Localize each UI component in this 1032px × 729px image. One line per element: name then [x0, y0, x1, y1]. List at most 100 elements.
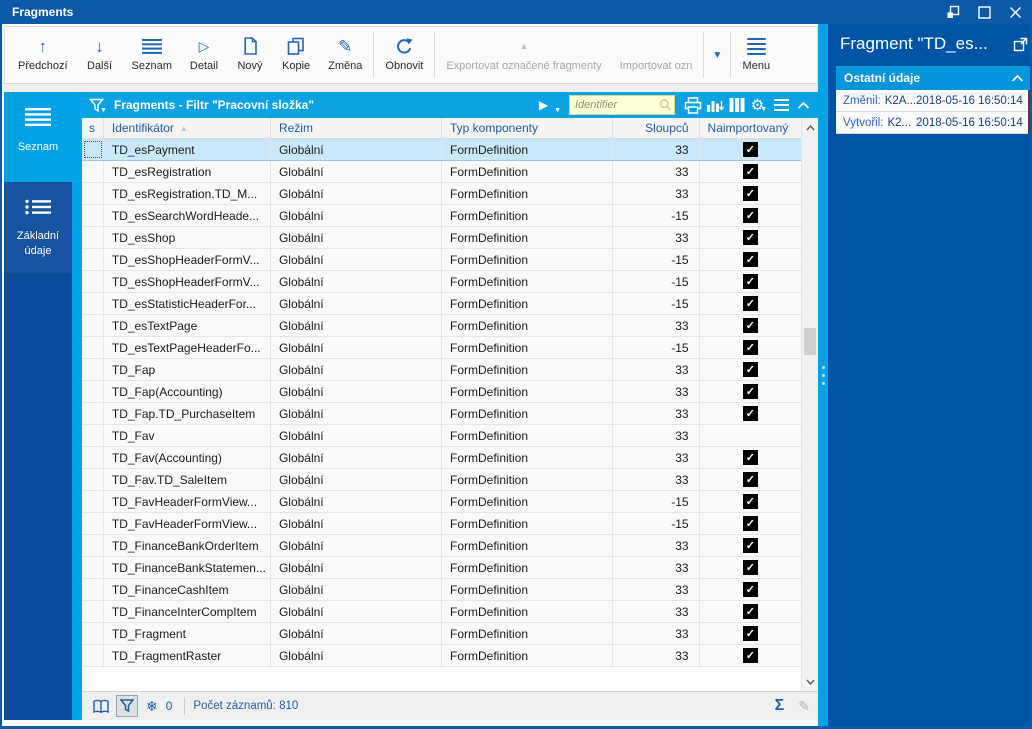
- row-select-cell[interactable]: [82, 139, 104, 160]
- row-select-cell[interactable]: [82, 271, 104, 292]
- row-select-cell[interactable]: [82, 359, 104, 380]
- table-row[interactable]: TD_esStatisticHeaderFor... Globální Form…: [82, 293, 801, 315]
- row-select-cell[interactable]: [82, 513, 104, 534]
- table-row[interactable]: TD_FavHeaderFormView... Globální FormDef…: [82, 491, 801, 513]
- table-row[interactable]: TD_esTextPage Globální FormDefinition 33…: [82, 315, 801, 337]
- copy-button[interactable]: Kopie: [273, 29, 319, 81]
- row-select-cell[interactable]: [82, 227, 104, 248]
- table-row[interactable]: TD_FinanceBankOrderItem Globální FormDef…: [82, 535, 801, 557]
- sort-asc-icon: ▲: [179, 123, 188, 133]
- table-row[interactable]: TD_Fragment Globální FormDefinition 33 ✓: [82, 623, 801, 645]
- new-button[interactable]: Nový: [227, 29, 273, 81]
- scroll-up-button[interactable]: [802, 119, 818, 136]
- columns-button[interactable]: [726, 93, 748, 117]
- menu-button[interactable]: Menu: [733, 29, 779, 81]
- sidebar-tab-zakladni-udaje[interactable]: Základní údaje: [4, 182, 72, 274]
- row-select-cell[interactable]: [82, 249, 104, 270]
- row-identifier: TD_FragmentRaster: [104, 645, 271, 666]
- close-button[interactable]: [1008, 5, 1022, 19]
- table-row[interactable]: TD_esRegistration Globální FormDefinitio…: [82, 161, 801, 183]
- table-row[interactable]: TD_Fav Globální FormDefinition 33: [82, 425, 801, 447]
- row-select-cell[interactable]: [82, 205, 104, 226]
- column-header-typ-komponenty[interactable]: Typ komponenty: [442, 118, 613, 138]
- row-select-cell[interactable]: [82, 403, 104, 424]
- column-header-label: Typ komponenty: [449, 121, 539, 135]
- export-marked-button[interactable]: ▲ Exportovat označené fragmenty: [437, 29, 610, 81]
- column-header-sloupcu[interactable]: Sloupců: [613, 118, 700, 138]
- table-row[interactable]: TD_FinanceInterCompItem Globální FormDef…: [82, 601, 801, 623]
- filter-toggle-button[interactable]: [116, 695, 138, 717]
- table-row[interactable]: TD_Fap(Accounting) Globální FormDefiniti…: [82, 381, 801, 403]
- search-input[interactable]: [575, 99, 659, 111]
- row-select-cell[interactable]: [82, 469, 104, 490]
- panel-splitter[interactable]: [818, 24, 828, 726]
- row-select-cell[interactable]: [82, 601, 104, 622]
- column-header-identifikator[interactable]: Identifikátor ▲: [104, 118, 271, 138]
- import-marked-button[interactable]: Importovat ozn: [611, 29, 702, 81]
- row-select-cell[interactable]: [82, 557, 104, 578]
- table-row[interactable]: TD_FragmentRaster Globální FormDefinitio…: [82, 645, 801, 667]
- row-select-cell[interactable]: [82, 579, 104, 600]
- next-button[interactable]: ↓ Další: [77, 29, 123, 81]
- table-row[interactable]: TD_Fap.TD_PurchaseItem Globální FormDefi…: [82, 403, 801, 425]
- refresh-button[interactable]: Obnovit: [376, 29, 432, 81]
- row-select-cell[interactable]: [82, 315, 104, 336]
- row-identifier: TD_FinanceBankStatemen...: [104, 557, 271, 578]
- row-select-cell[interactable]: [82, 161, 104, 182]
- grid-menu-button[interactable]: [770, 93, 792, 117]
- row-select-cell[interactable]: [82, 491, 104, 512]
- toolbar-overflow-dropdown[interactable]: ▼: [706, 29, 728, 81]
- column-header-rezim[interactable]: Režim: [271, 118, 442, 138]
- list-view-button[interactable]: Seznam: [123, 29, 181, 81]
- row-select-cell[interactable]: [82, 645, 104, 666]
- chart-button[interactable]: [704, 93, 726, 117]
- row-columns-count: 33: [613, 623, 700, 644]
- row-component-type: FormDefinition: [442, 161, 614, 182]
- table-row[interactable]: TD_Fav.TD_SaleItem Globální FormDefiniti…: [82, 469, 801, 491]
- snowflake-icon[interactable]: ❄: [146, 697, 158, 714]
- table-row[interactable]: TD_Fap Globální FormDefinition 33 ✓: [82, 359, 801, 381]
- book-view-button[interactable]: [90, 695, 112, 717]
- row-select-cell[interactable]: [82, 447, 104, 468]
- search-box[interactable]: [569, 95, 675, 115]
- row-select-cell[interactable]: [82, 623, 104, 644]
- change-button[interactable]: ✎ Změna: [319, 29, 371, 81]
- sidebar-tab-seznam[interactable]: Seznam: [4, 92, 72, 182]
- row-select-cell[interactable]: [82, 183, 104, 204]
- scroll-down-button[interactable]: [802, 673, 818, 690]
- vertical-scrollbar[interactable]: [801, 118, 818, 691]
- settings-button[interactable]: ⚙ ▼: [748, 93, 770, 117]
- table-row[interactable]: TD_FavHeaderFormView... Globální FormDef…: [82, 513, 801, 535]
- scrollbar-thumb[interactable]: [804, 328, 816, 355]
- table-row[interactable]: TD_esShop Globální FormDefinition 33 ✓: [82, 227, 801, 249]
- sidebar-splitter[interactable]: [72, 92, 82, 720]
- row-select-cell[interactable]: [82, 535, 104, 556]
- table-row[interactable]: TD_esShopHeaderFormV... Globální FormDef…: [82, 271, 801, 293]
- sum-button[interactable]: Σ: [774, 697, 785, 714]
- filter-icon[interactable]: [89, 98, 104, 113]
- table-row[interactable]: TD_esRegistration.TD_M... Globální FormD…: [82, 183, 801, 205]
- section-header-ostatni-udaje[interactable]: Ostatní údaje: [836, 66, 1030, 90]
- table-row[interactable]: TD_esSearchWordHeade... Globální FormDef…: [82, 205, 801, 227]
- table-row[interactable]: TD_esShopHeaderFormV... Globální FormDef…: [82, 249, 801, 271]
- collapse-panel-button[interactable]: [792, 93, 814, 117]
- print-button[interactable]: [682, 93, 704, 117]
- row-select-cell[interactable]: [82, 337, 104, 358]
- table-row[interactable]: TD_esTextPageHeaderFo... Globální FormDe…: [82, 337, 801, 359]
- column-header-s[interactable]: s: [82, 118, 104, 138]
- maximize-button[interactable]: [977, 5, 991, 19]
- field-user: K2...: [887, 116, 912, 129]
- column-header-naimportovany[interactable]: Naimportovaný: [700, 118, 801, 138]
- row-select-cell[interactable]: [82, 381, 104, 402]
- table-row[interactable]: TD_Fav(Accounting) Globální FormDefiniti…: [82, 447, 801, 469]
- dock-window-button[interactable]: [946, 5, 960, 19]
- table-row[interactable]: TD_FinanceCashItem Globální FormDefiniti…: [82, 579, 801, 601]
- row-select-cell[interactable]: [82, 425, 104, 446]
- run-filter-button[interactable]: ▶: [538, 98, 549, 112]
- table-row[interactable]: TD_esPayment Globální FormDefinition 33 …: [82, 139, 801, 161]
- table-row[interactable]: TD_FinanceBankStatemen... Globální FormD…: [82, 557, 801, 579]
- open-in-window-button[interactable]: [1013, 37, 1028, 52]
- detail-view-button[interactable]: ▷ Detail: [181, 29, 227, 81]
- row-select-cell[interactable]: [82, 293, 104, 314]
- previous-button[interactable]: ↑ Předchozí: [9, 29, 77, 81]
